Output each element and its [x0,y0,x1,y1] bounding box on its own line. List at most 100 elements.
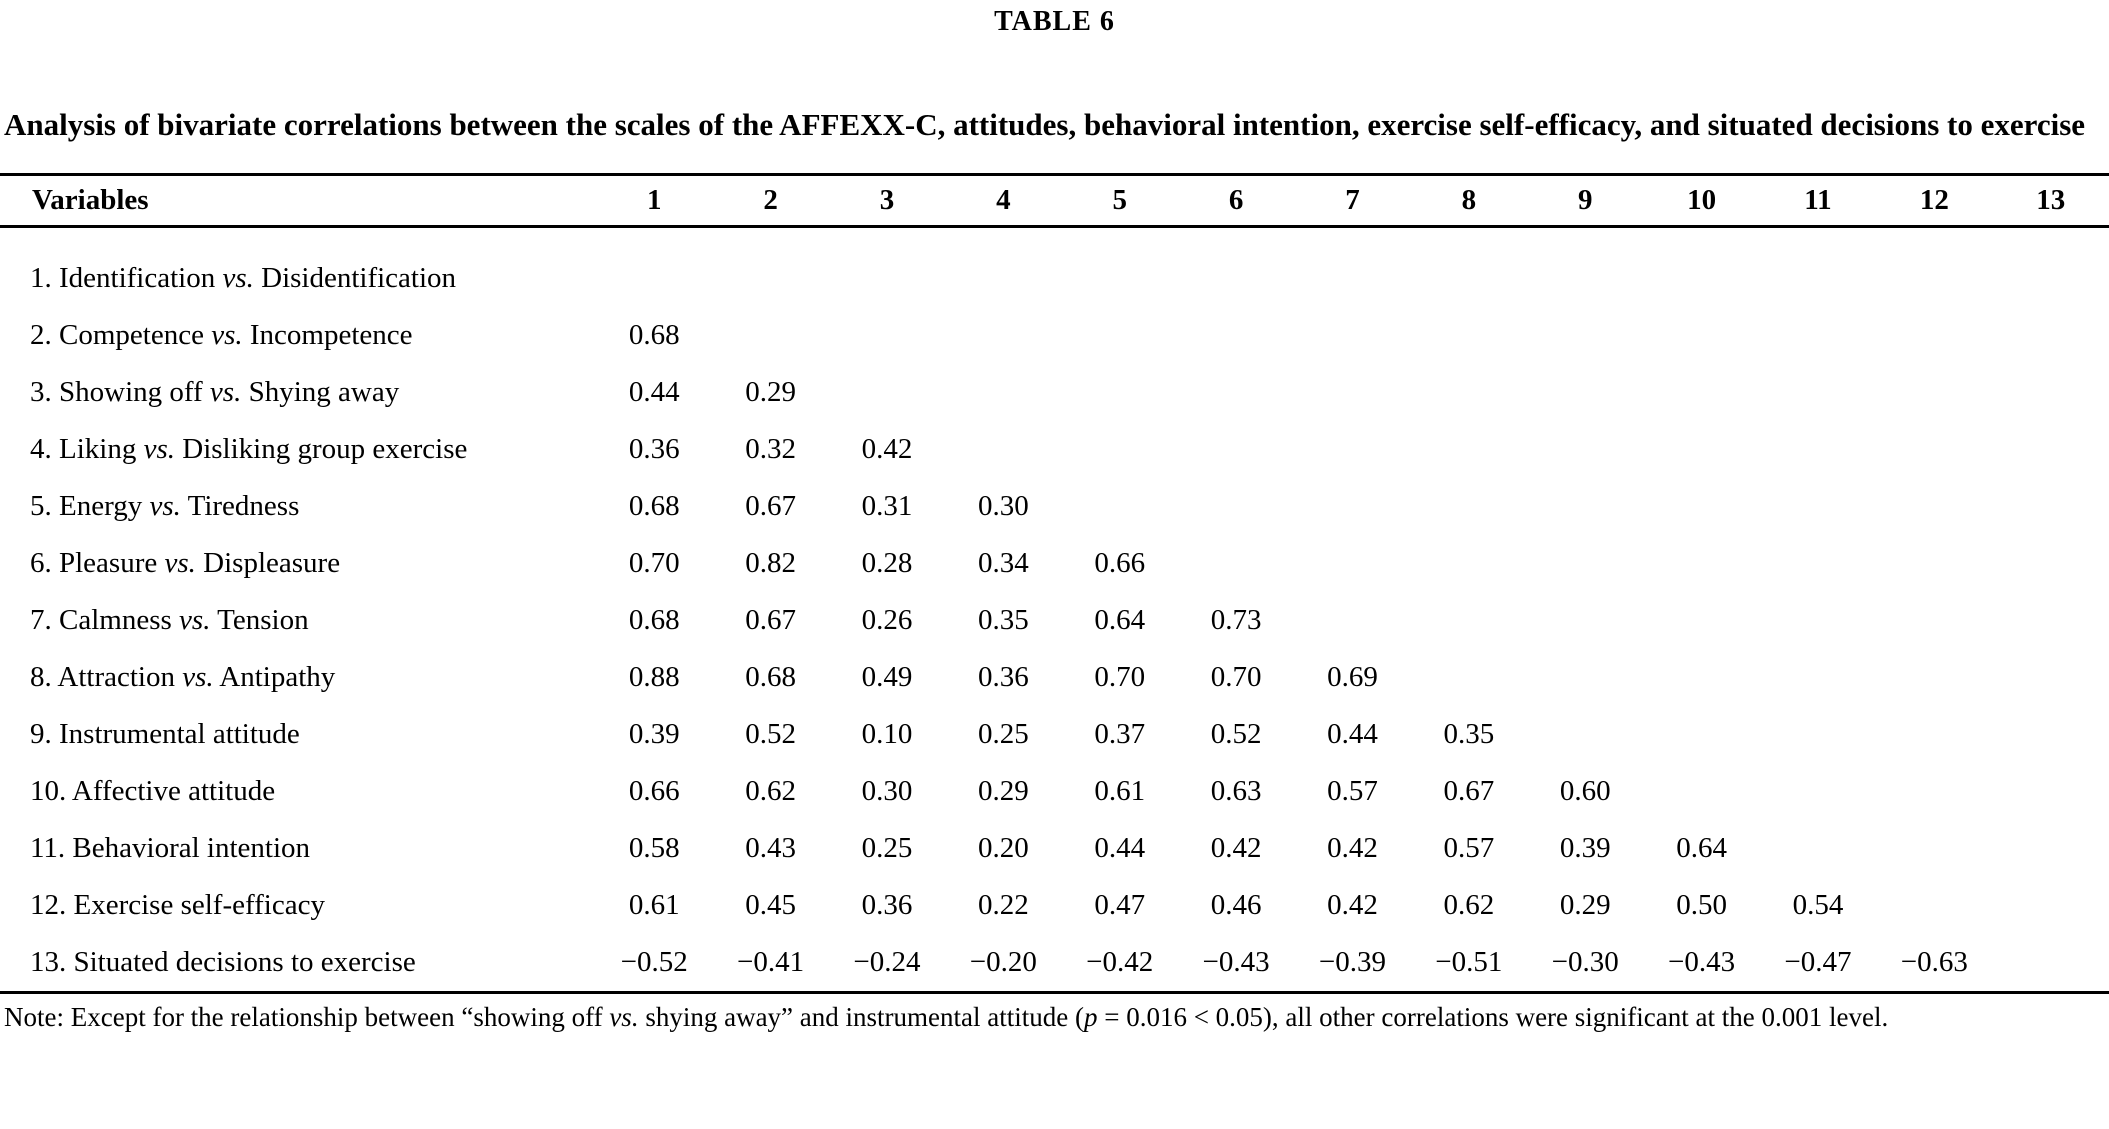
correlation-value: 0.32 [745,433,796,465]
correlation-value [1760,649,1876,706]
correlation-value: 0.68 [628,604,680,636]
correlation-value: 0.66 [628,775,680,807]
note-segment: shying away” and instrumental attitude ( [638,1002,1084,1032]
correlation-value [1993,877,2109,934]
table-row: 4. Liking vs. Disliking group exercise 0.… [0,421,2109,478]
correlation-value [1062,364,1178,421]
correlation-value [1411,307,1527,364]
correlation-value: 0.43 [745,832,796,864]
correlation-value: 0.58 [628,832,680,864]
variable-label: 5. Energy vs. Tiredness [30,490,300,522]
correlation-value: 0.54 [1792,889,1844,921]
correlation-value [829,364,945,421]
correlation-value [1643,706,1759,763]
note-segment: Note: Except for the relationship betwee… [4,1002,610,1032]
correlation-value: 0.36 [628,433,680,465]
note-segment: = 0.016 < 0.05), all other correlations … [1097,1002,1889,1032]
correlation-value: 0.70 [1210,661,1262,693]
table-row: 7. Calmness vs. Tension 0.68 0.67 0.26 0.35 0… [0,592,2109,649]
correlation-value: 0.39 [628,718,680,750]
correlation-value [1178,307,1294,364]
correlation-value: −0.52 [620,946,688,978]
correlation-value [1062,227,1178,308]
correlation-value [945,364,1061,421]
correlation-value: 0.67 [745,490,796,522]
correlation-value [1876,592,1992,649]
column-header-3: 3 [828,174,946,228]
header-row: Variables 1 2 3 4 5 6 7 8 9 10 11 12 13 [0,174,2109,228]
correlation-value: −0.43 [1668,946,1736,978]
correlation-value: 0.25 [861,832,913,864]
correlation-value [1643,649,1759,706]
correlation-value: 0.64 [1094,604,1146,636]
variable-label: 4. Liking vs. Disliking group exercise [30,433,468,465]
correlation-value: −0.39 [1318,946,1386,978]
correlation-value [1876,877,1992,934]
correlation-value: 0.39 [1559,832,1611,864]
correlation-value [1527,227,1643,308]
correlation-value: 0.36 [861,889,913,921]
variable-label: 7. Calmness vs. Tension [30,604,309,636]
correlation-value [1294,364,1410,421]
correlation-value: 0.68 [628,319,680,351]
correlation-value [1527,478,1643,535]
correlation-value: 0.29 [1559,889,1611,921]
table-row: 1. Identification vs. Disidentification [0,227,2109,308]
correlation-value [1876,820,1992,877]
correlation-value: 0.36 [977,661,1029,693]
correlation-value [1294,535,1410,592]
correlation-value [1178,421,1294,478]
correlation-value: 0.52 [1210,718,1262,750]
table-row: 6. Pleasure vs. Displeasure 0.70 0.82 0.28 0… [0,535,2109,592]
correlation-value [1411,364,1527,421]
correlation-value [829,227,945,308]
correlation-value [1527,592,1643,649]
correlation-value [1993,934,2109,993]
correlation-value: −0.51 [1435,946,1503,978]
correlation-value [1062,307,1178,364]
correlation-value: 0.44 [1094,832,1146,864]
variable-label: 8. Attraction vs. Antipathy [30,661,336,693]
correlation-value [1178,227,1294,308]
column-header-4: 4 [945,174,1062,228]
correlation-value [1411,478,1527,535]
correlation-value: 0.52 [745,718,796,750]
correlation-value [1993,307,2109,364]
correlation-value: 0.60 [1559,775,1611,807]
correlation-value: 0.28 [861,547,913,579]
correlation-value: 0.68 [745,661,796,693]
column-header-12: 12 [1876,174,1993,228]
variable-label: 6. Pleasure vs. Displeasure [30,547,341,579]
correlation-value [1760,307,1876,364]
correlation-value: 0.42 [1210,832,1262,864]
correlation-value [1062,478,1178,535]
correlation-value [1643,478,1759,535]
correlation-value [1993,227,2109,308]
correlation-value [1294,478,1410,535]
column-header-10: 10 [1643,174,1760,228]
correlation-value: 0.73 [1210,604,1262,636]
correlation-value [1760,478,1876,535]
correlation-value: −0.41 [737,946,805,978]
correlation-value: 0.61 [628,889,680,921]
correlation-value: −0.24 [853,946,921,978]
correlation-value: 0.70 [628,547,680,579]
correlation-value: −0.30 [1551,946,1619,978]
correlation-value [1643,535,1759,592]
variable-label: 11. Behavioral intention [30,832,311,864]
correlation-value: 0.30 [977,490,1029,522]
correlation-value [1993,820,2109,877]
column-header-1: 1 [596,174,713,228]
correlation-value: 0.46 [1210,889,1262,921]
column-header-13: 13 [1992,174,2109,228]
correlation-value [1876,227,1992,308]
note-italic-segment: vs. [609,1002,639,1032]
correlation-value [1294,307,1410,364]
correlation-value [1760,535,1876,592]
correlation-value: −0.63 [1900,946,1968,978]
column-header-8: 8 [1410,174,1527,228]
correlation-value: 0.42 [1327,832,1378,864]
variable-label: 10. Affective attitude [30,775,276,807]
correlation-value: 0.29 [745,376,796,408]
correlation-value: 0.61 [1094,775,1146,807]
